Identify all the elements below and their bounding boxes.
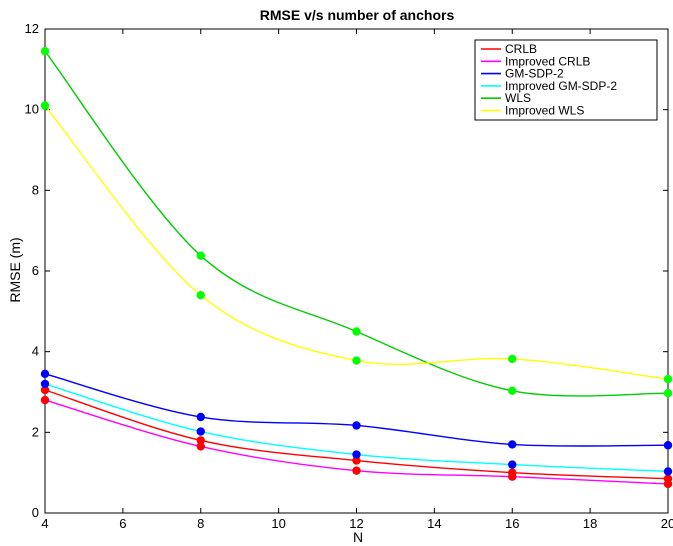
y-tick-label: 8 <box>32 182 39 197</box>
x-tick-label: 20 <box>661 516 673 531</box>
data-point <box>352 456 361 465</box>
data-point <box>663 479 673 489</box>
x-tick-label: 14 <box>427 516 441 531</box>
data-point <box>508 472 517 481</box>
chart-title: RMSE v/s number of anchors <box>260 7 455 23</box>
data-point <box>352 466 361 475</box>
x-tick-label: 16 <box>505 516 519 531</box>
x-axis-label: N <box>353 529 363 545</box>
data-point <box>352 450 361 459</box>
data-point <box>508 460 517 469</box>
data-point <box>663 374 673 384</box>
legend-label: CRLB <box>505 42 537 56</box>
series-line-wls <box>44 50 669 397</box>
ticks: 4 6 8 10 12 14 16 18 20 0 2 4 6 8 10 12 <box>25 21 673 531</box>
data-point <box>663 389 673 398</box>
y-tick-label: 10 <box>25 102 39 117</box>
x-tick-label: 4 <box>41 516 48 531</box>
legend-label: WLS <box>505 91 531 105</box>
y-axis-label: RMSE (m) <box>7 237 23 302</box>
x-tick-label: 12 <box>349 516 363 531</box>
y-tick-label: 4 <box>32 344 39 359</box>
data-point <box>352 327 361 336</box>
y-tick-label: 12 <box>25 21 39 36</box>
data-point <box>508 354 517 364</box>
data-point <box>352 421 361 430</box>
y-tick-label: 0 <box>32 505 39 520</box>
legend-label: Improved GM-SDP-2 <box>505 79 617 93</box>
legend-label: Improved CRLB <box>505 54 590 68</box>
x-tick-label: 18 <box>583 516 597 531</box>
data-point <box>663 467 673 476</box>
x-tick-label: 10 <box>271 516 285 531</box>
x-tick-label: 8 <box>197 516 204 531</box>
data-point <box>40 369 50 379</box>
data-point <box>40 385 50 395</box>
legend-label: GM-SDP-2 <box>505 67 564 81</box>
data-point <box>196 291 205 300</box>
data-point <box>40 395 50 405</box>
data-point <box>352 356 361 365</box>
legend-box <box>474 39 658 121</box>
y-tick-label: 2 <box>32 424 39 439</box>
data-point <box>40 46 50 56</box>
series-markers <box>40 46 673 489</box>
data-point <box>196 412 205 422</box>
data-point <box>196 427 205 436</box>
data-point <box>40 379 50 389</box>
legend-label: Improved WLS <box>505 104 584 118</box>
x-tick-label: 6 <box>119 516 126 531</box>
data-point <box>196 251 205 260</box>
y-tick-label: 6 <box>32 263 39 278</box>
data-point <box>663 441 673 450</box>
data-point <box>196 442 205 451</box>
data-point <box>508 440 517 449</box>
series-line-improved-wls <box>44 105 669 380</box>
data-point <box>196 436 205 445</box>
data-point <box>40 101 50 110</box>
data-point <box>508 386 517 395</box>
